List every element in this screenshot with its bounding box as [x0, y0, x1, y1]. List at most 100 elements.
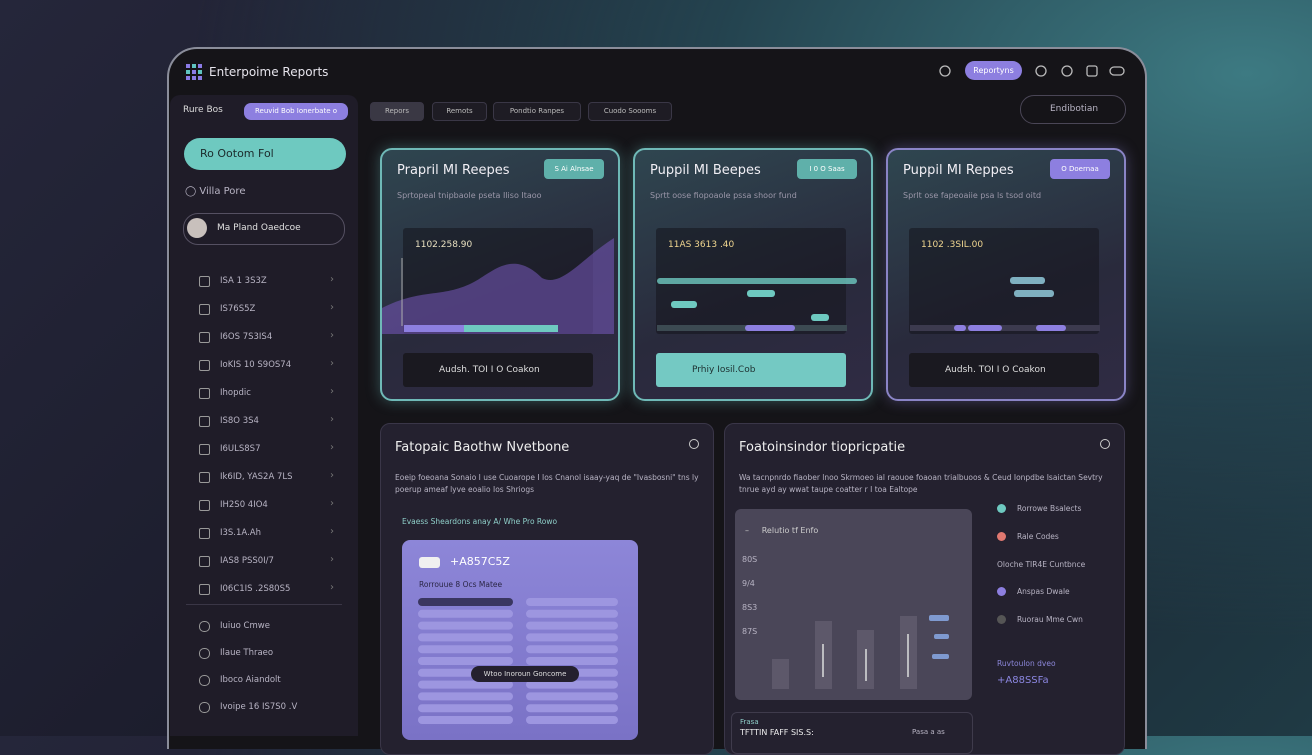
nav-icon	[199, 500, 210, 511]
nav-item[interactable]: I6ULS8S7	[220, 444, 261, 454]
nav-icon	[199, 444, 210, 455]
card-title: Puppil MI Beepes	[650, 163, 761, 178]
axis-label: 87S	[742, 627, 758, 636]
row-pill	[526, 609, 618, 618]
card-subtitle: Sprlt ose fapeoaiie psa ls tsod oitd	[903, 191, 1042, 200]
card-badge[interactable]: S Ai Alnsae	[544, 159, 604, 179]
left-panel-desc: Eoeip foeoana Sonaio I use Cuoarope I Io…	[395, 473, 699, 494]
footer-icon	[199, 702, 210, 713]
tab[interactable]: Repors	[370, 102, 424, 121]
nav-icon	[199, 360, 210, 371]
app-title: Enterpoime Reports	[209, 65, 329, 79]
nav-item[interactable]: Ihopdic	[220, 388, 251, 398]
report-button[interactable]: Reportyns	[965, 61, 1022, 80]
nav-chevron: ›	[330, 330, 334, 341]
profile-chip[interactable]	[183, 213, 345, 245]
row-pill	[418, 704, 513, 713]
nav-icon	[199, 472, 210, 483]
row-pill	[418, 621, 513, 630]
left-panel-icon[interactable]	[688, 438, 700, 450]
sidebar-badge[interactable]: Reuvid Bob Ionerbate o	[244, 103, 348, 120]
nav-item[interactable]: IS76S5Z	[220, 304, 256, 314]
left-panel-title: Fatopaic Baothw Nvetbone	[395, 440, 570, 455]
card-value: 1102 .3SIL.00	[921, 240, 984, 250]
nav-icon	[199, 528, 210, 539]
nav-chevron: ›	[330, 302, 334, 313]
footer-label: Frasa	[740, 718, 759, 726]
tab[interactable]: Pondtio Ranpes	[493, 102, 581, 121]
row-pill	[418, 680, 513, 689]
card-value: 11AS 3613 .40	[668, 240, 735, 250]
card-badge[interactable]: O Doernaa	[1050, 159, 1110, 179]
row-pill	[526, 680, 618, 689]
nav-chevron: ›	[330, 274, 334, 285]
nav-item[interactable]: IoKIS 10 S9OS74	[220, 360, 292, 370]
footer-item[interactable]: Ivoipe 16 IS7S0 .V	[220, 702, 298, 712]
card-subtitle: Sprtopeal tnipbaole pseta Iliso Itaoo	[397, 191, 542, 200]
card-chart-decoration	[657, 278, 857, 331]
nav-chevron: ›	[330, 442, 334, 453]
nav-item[interactable]: ISA 1 3S3Z	[220, 276, 267, 286]
primary-button[interactable]: Ro Ootom Fol	[184, 138, 346, 170]
footer-item[interactable]: Ilaue Thraeo	[220, 648, 274, 658]
card-badge[interactable]: I 0 O Saas	[797, 159, 857, 179]
legend-dot	[997, 587, 1006, 596]
row-pill	[526, 716, 618, 724]
axis-label: 9/4	[742, 579, 755, 588]
row-pill	[418, 609, 513, 618]
card-chart-decoration	[382, 238, 614, 334]
inner-rows	[418, 598, 618, 724]
user-chip[interactable]	[1020, 95, 1126, 124]
right-panel-title: Foatoinsindor tiopricpatie	[739, 440, 906, 455]
profile-name: Ma Pland Oaedcoe	[217, 223, 301, 233]
nav-icon	[199, 304, 210, 315]
nav-item[interactable]: IS8O 3S4	[220, 416, 259, 426]
nav-chevron: ›	[330, 358, 334, 369]
footer-icon	[199, 621, 210, 632]
left-panel-label: Evaess Sheardons anay A/ Whe Pro Rowo	[402, 517, 558, 526]
row-pill	[526, 645, 618, 654]
nav-chevron: ›	[330, 498, 334, 509]
row-pill	[526, 692, 618, 701]
nav-chevron: ›	[330, 582, 334, 593]
nav-item[interactable]: I6OS 7S3IS4	[220, 332, 273, 342]
legend-item: Rale Codes	[1017, 532, 1059, 541]
nav-item[interactable]: I06C1IS .2S80S5	[220, 584, 291, 594]
right-panel-icon[interactable]	[1099, 438, 1111, 450]
row-pill	[418, 633, 513, 642]
chart-decoration	[772, 615, 949, 689]
legend-item: Oloche TIR4E Cuntbnce	[997, 560, 1086, 569]
footer-item[interactable]: Iboco Aiandolt	[220, 675, 281, 685]
row-pill	[526, 657, 618, 665]
row-pill	[418, 692, 513, 701]
axis-label: 80S	[742, 555, 758, 564]
nav-chevron: ›	[330, 414, 334, 425]
nav-item[interactable]: IH2S0 4IO4	[220, 500, 268, 510]
card-action[interactable]: Prhiy Iosil.Cob	[656, 353, 846, 387]
user-name: Endibotian	[1050, 104, 1099, 114]
nav-item[interactable]: I3S.1A.Ah	[220, 528, 261, 538]
nav-chevron: ›	[330, 386, 334, 397]
nav-chevron: ›	[330, 470, 334, 481]
tab[interactable]: Cuodo Soooms	[588, 102, 672, 121]
nav-icon	[199, 556, 210, 567]
nav-item[interactable]: Ik6ID, YAS2A 7LS	[220, 472, 293, 482]
footer-item[interactable]: Iuiuo Cmwe	[220, 621, 270, 631]
brand: Rure Bos	[183, 105, 223, 115]
view-toggle[interactable]: ◯ Villa Pore	[185, 186, 246, 197]
footer-icon	[199, 675, 210, 686]
card-action[interactable]: Audsh. TOI I O Coakon	[909, 353, 1099, 387]
row-pill	[418, 645, 513, 654]
inner-card-sub: Rorrouue 8 Ocs Matee	[419, 580, 503, 589]
avatar	[187, 218, 207, 238]
chart-box-title: – Relutio tf Enfo	[745, 526, 819, 535]
card-action[interactable]: Audsh. TOI I O Coakon	[403, 353, 593, 387]
axis-label: 8S3	[742, 603, 758, 612]
tab[interactable]: Remots	[432, 102, 487, 121]
note-value: +A88SSFa	[997, 675, 1049, 686]
nav-item[interactable]: IAS8 PSS0I/7	[220, 556, 274, 566]
row-pill	[526, 633, 618, 642]
card-chart	[909, 228, 1099, 334]
footer-right: Pasa a as	[912, 728, 945, 736]
nav-icon	[199, 388, 210, 399]
